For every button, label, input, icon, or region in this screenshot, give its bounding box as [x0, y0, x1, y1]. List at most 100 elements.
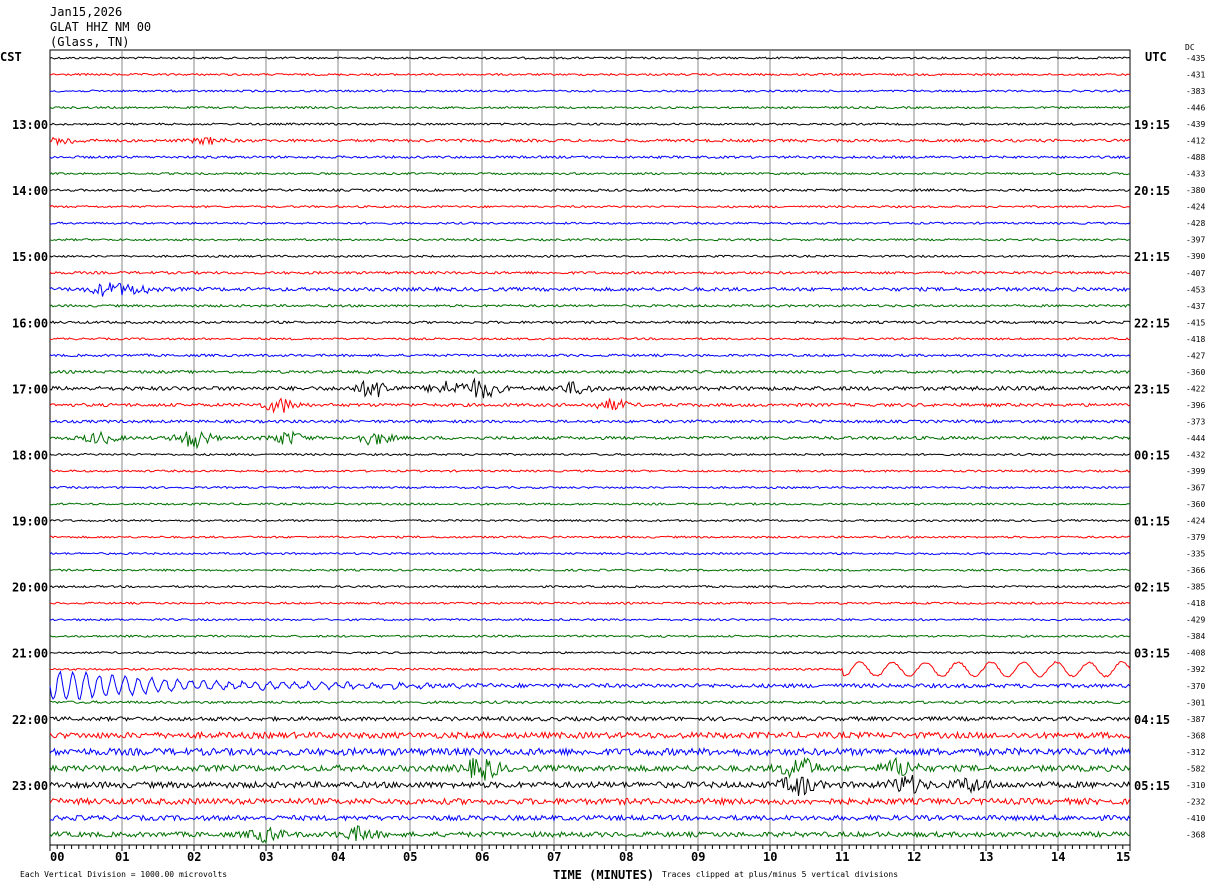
- seismic-trace-37: [49, 660, 1131, 678]
- seismic-trace-36: [49, 650, 1131, 655]
- x-tick-label: 10: [763, 850, 777, 864]
- seismic-trace-24: [49, 452, 1131, 457]
- x-tick-label: 09: [691, 850, 705, 864]
- seismic-trace-13: [49, 270, 1131, 276]
- scale-note: Each Vertical Division = 1000.00 microvo…: [20, 870, 227, 879]
- seismic-trace-9: [49, 204, 1131, 209]
- dc-offset-label: -437: [1186, 302, 1205, 311]
- left-time-label: 16:00: [12, 316, 48, 330]
- seismic-trace-7: [49, 171, 1131, 176]
- dc-offset-label: -412: [1186, 137, 1205, 146]
- dc-offset-label: -390: [1186, 252, 1205, 261]
- dc-offset-label: -424: [1186, 517, 1205, 526]
- dc-offset-label: -427: [1186, 351, 1205, 360]
- x-tick-label: 14: [1051, 850, 1065, 864]
- dc-offset-label: -373: [1186, 417, 1205, 426]
- dc-offset-label: -433: [1186, 170, 1205, 179]
- x-tick-label: 06: [475, 850, 489, 864]
- seismic-trace-17: [49, 337, 1131, 341]
- right-time-label: 05:15: [1134, 779, 1170, 793]
- seismic-trace-18: [49, 353, 1131, 358]
- dc-offset-label: -418: [1186, 335, 1205, 344]
- dc-offset-label: -379: [1186, 533, 1205, 542]
- seismic-trace-12: [49, 254, 1131, 258]
- dc-offset-label: -428: [1186, 219, 1205, 228]
- dc-offset-label: -310: [1186, 781, 1205, 790]
- dc-offset-label: -439: [1186, 120, 1205, 129]
- seismic-trace-5: [49, 136, 1131, 147]
- left-time-label: 21:00: [12, 647, 48, 661]
- dc-offset-label: -360: [1186, 500, 1205, 509]
- seismic-trace-21: [49, 397, 1131, 414]
- dc-offset-label: -367: [1186, 484, 1205, 493]
- dc-offset-label: -435: [1186, 54, 1205, 63]
- header-location: (Glass, TN): [50, 35, 129, 49]
- left-time-label: 22:00: [12, 713, 48, 727]
- dc-offset-label: -360: [1186, 368, 1205, 377]
- dc-offset-label: -488: [1186, 153, 1205, 162]
- dc-offset-label: -396: [1186, 401, 1205, 410]
- right-time-label: 20:15: [1134, 184, 1170, 198]
- seismic-trace-0: [49, 56, 1131, 60]
- seismic-trace-32: [49, 584, 1130, 589]
- dc-label: DC: [1185, 43, 1195, 52]
- x-tick-label: 01: [115, 850, 129, 864]
- dc-offset-label: -392: [1186, 665, 1205, 674]
- seismic-trace-23: [49, 430, 1131, 450]
- seismic-trace-28: [49, 518, 1131, 523]
- dc-offset-label: -232: [1186, 797, 1205, 806]
- dc-offset-label: -387: [1186, 715, 1205, 724]
- seismic-trace-10: [49, 221, 1131, 225]
- x-tick-label: 00: [50, 850, 64, 864]
- seismic-trace-14: [49, 282, 1131, 297]
- seismic-trace-41: [49, 730, 1131, 740]
- dc-offset-label: -368: [1186, 830, 1205, 839]
- dc-offset-label: -407: [1186, 269, 1205, 278]
- x-axis-label: TIME (MINUTES): [553, 868, 654, 882]
- dc-offset-label: -432: [1186, 450, 1205, 459]
- dc-offset-label: -370: [1186, 682, 1205, 691]
- x-tick-label: 11: [835, 850, 849, 864]
- clip-note: Traces clipped at plus/minus 5 vertical …: [662, 870, 898, 879]
- seismic-trace-38: [49, 670, 1131, 701]
- dc-offset-label: -444: [1186, 434, 1205, 443]
- dc-offset-label: -384: [1186, 632, 1205, 641]
- left-time-label: 19:00: [12, 515, 48, 529]
- seismic-trace-29: [49, 535, 1131, 539]
- seismic-trace-25: [49, 469, 1131, 473]
- seismic-trace-20: [49, 377, 1131, 399]
- x-tick-label: 07: [547, 850, 561, 864]
- seismic-trace-6: [49, 155, 1131, 160]
- x-tick-label: 04: [331, 850, 345, 864]
- x-tick-label: 15: [1116, 850, 1130, 864]
- seismic-trace-46: [49, 814, 1131, 822]
- seismic-trace-4: [49, 122, 1131, 126]
- dc-offset-label: -429: [1186, 616, 1205, 625]
- right-time-label: 22:15: [1134, 316, 1170, 330]
- dc-offset-label: -422: [1186, 384, 1205, 393]
- plot-frame: [49, 49, 1131, 846]
- right-time-label: 02:15: [1134, 581, 1170, 595]
- seismic-trace-42: [49, 746, 1131, 757]
- left-time-label: 14:00: [12, 184, 48, 198]
- x-tick-label: 08: [619, 850, 633, 864]
- dc-offset-label: -418: [1186, 599, 1205, 608]
- right-time-label: 21:15: [1134, 250, 1170, 264]
- left-time-label: 18:00: [12, 448, 48, 462]
- right-time-label: 23:15: [1134, 382, 1170, 396]
- right-time-label: 01:15: [1134, 515, 1170, 529]
- seismic-trace-47: [49, 825, 1131, 845]
- seismic-trace-39: [50, 700, 1131, 705]
- left-timezone: CST: [0, 50, 22, 64]
- dc-offset-label: -385: [1186, 583, 1205, 592]
- x-tick-label: 02: [187, 850, 201, 864]
- seismic-trace-2: [49, 89, 1131, 93]
- left-time-label: 23:00: [12, 779, 48, 793]
- left-time-label: 20:00: [12, 581, 48, 595]
- seismic-trace-27: [49, 502, 1131, 506]
- dc-offset-label: -368: [1186, 731, 1205, 740]
- right-time-label: 03:15: [1134, 647, 1170, 661]
- x-tick-label: 05: [403, 850, 417, 864]
- right-time-label: 00:15: [1134, 448, 1170, 462]
- seismic-trace-26: [49, 485, 1131, 490]
